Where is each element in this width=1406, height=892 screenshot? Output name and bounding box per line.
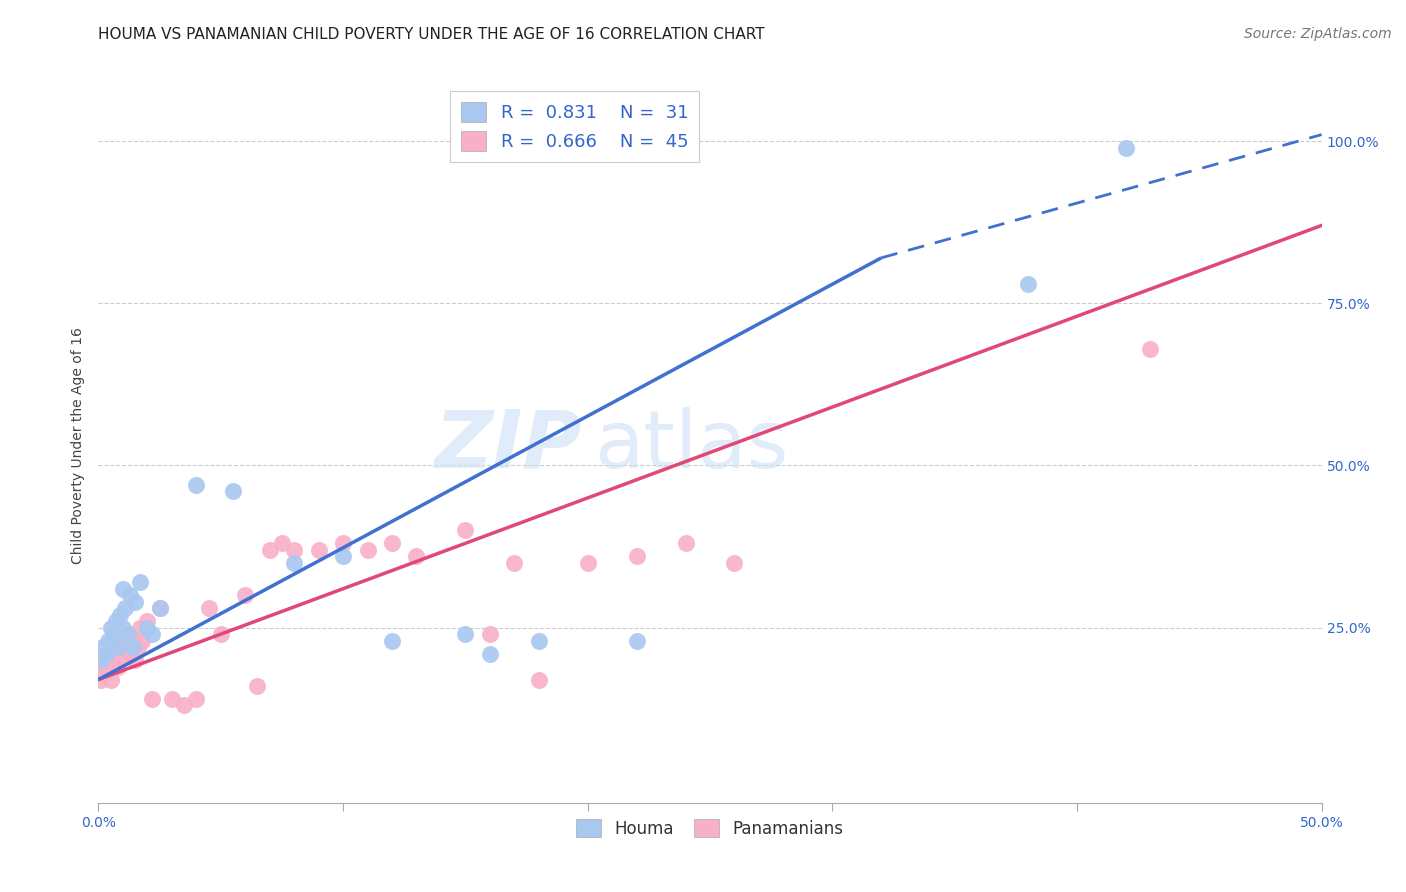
Point — [626, 549, 648, 564]
Point — [1139, 342, 1161, 356]
Point — [222, 484, 245, 499]
Point — [129, 621, 152, 635]
Point — [527, 633, 550, 648]
Point — [136, 621, 159, 635]
Point — [141, 692, 163, 706]
Point — [121, 640, 143, 654]
Point — [94, 647, 117, 661]
Point — [97, 653, 120, 667]
Point — [454, 627, 477, 641]
Point — [675, 536, 697, 550]
Point — [117, 627, 139, 641]
Point — [101, 627, 124, 641]
Point — [90, 653, 112, 667]
Point — [107, 659, 129, 673]
Point — [110, 653, 132, 667]
Point — [111, 633, 134, 648]
Point — [259, 542, 281, 557]
Point — [101, 647, 124, 661]
Point — [332, 549, 354, 564]
Point — [104, 640, 127, 654]
Point — [405, 549, 427, 564]
Point — [478, 627, 501, 641]
Point — [100, 673, 122, 687]
Point — [246, 679, 269, 693]
Point — [381, 633, 404, 648]
Point — [124, 653, 146, 667]
Point — [233, 588, 256, 602]
Point — [283, 556, 305, 570]
Point — [117, 627, 139, 641]
Point — [503, 556, 526, 570]
Point — [356, 542, 378, 557]
Point — [136, 614, 159, 628]
Point — [308, 542, 330, 557]
Point — [186, 692, 208, 706]
Text: Source: ZipAtlas.com: Source: ZipAtlas.com — [1244, 27, 1392, 41]
Point — [626, 633, 648, 648]
Point — [1115, 140, 1137, 154]
Point — [197, 601, 219, 615]
Point — [104, 614, 127, 628]
Y-axis label: Child Poverty Under the Age of 16: Child Poverty Under the Age of 16 — [70, 327, 84, 565]
Point — [91, 640, 114, 654]
Point — [454, 524, 477, 538]
Point — [209, 627, 232, 641]
Point — [114, 601, 136, 615]
Point — [576, 556, 599, 570]
Point — [723, 556, 745, 570]
Text: ZIP: ZIP — [434, 407, 582, 485]
Point — [90, 673, 112, 687]
Point — [91, 659, 114, 673]
Point — [120, 588, 142, 602]
Point — [114, 640, 136, 654]
Point — [127, 640, 149, 654]
Text: HOUMA VS PANAMANIAN CHILD POVERTY UNDER THE AGE OF 16 CORRELATION CHART: HOUMA VS PANAMANIAN CHILD POVERTY UNDER … — [98, 27, 765, 42]
Point — [1017, 277, 1039, 291]
Point — [160, 692, 183, 706]
Point — [381, 536, 404, 550]
Point — [149, 601, 172, 615]
Point — [478, 647, 501, 661]
Point — [186, 478, 208, 492]
Point — [141, 627, 163, 641]
Point — [131, 633, 153, 648]
Text: atlas: atlas — [593, 407, 789, 485]
Point — [121, 633, 143, 648]
Legend: Houma, Panamanians: Houma, Panamanians — [569, 813, 851, 845]
Point — [527, 673, 550, 687]
Point — [270, 536, 294, 550]
Point — [283, 542, 305, 557]
Point — [120, 647, 142, 661]
Point — [94, 666, 117, 681]
Point — [332, 536, 354, 550]
Point — [107, 640, 129, 654]
Point — [110, 607, 132, 622]
Point — [173, 698, 195, 713]
Point — [124, 595, 146, 609]
Point — [111, 582, 134, 596]
Point — [100, 621, 122, 635]
Point — [129, 575, 152, 590]
Point — [149, 601, 172, 615]
Point — [97, 633, 120, 648]
Point — [111, 621, 134, 635]
